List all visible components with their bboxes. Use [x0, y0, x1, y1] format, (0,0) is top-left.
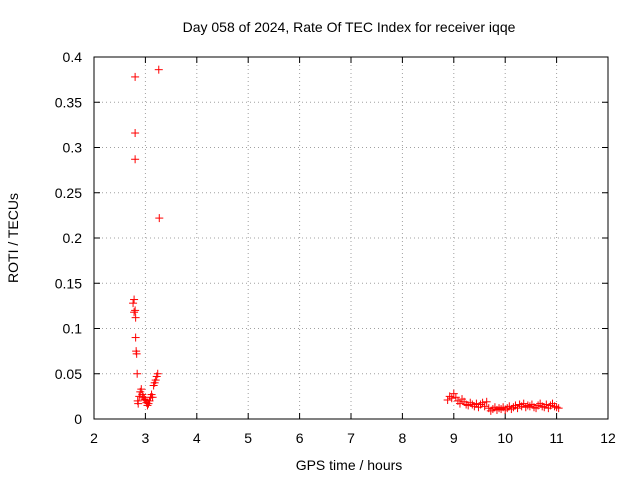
data-point: [140, 395, 149, 404]
data-point: [154, 65, 163, 74]
data-point: [478, 398, 487, 407]
data-point: [501, 405, 510, 414]
data-point: [492, 405, 501, 414]
data-point: [529, 403, 538, 412]
x-tick-label: 5: [244, 430, 252, 446]
data-point: [131, 306, 140, 315]
data-point: [542, 400, 551, 409]
x-tick-labels: 2 3 4 5 6 7 8 9 10 11 12: [90, 430, 616, 446]
x-tick-label: 10: [497, 430, 513, 446]
data-point: [482, 397, 491, 406]
data-point: [480, 402, 489, 411]
data-point: [134, 399, 143, 408]
data-point: [130, 295, 139, 304]
data-point: [133, 369, 142, 378]
data-point: [451, 393, 460, 402]
data-point: [132, 349, 141, 358]
data-point: [131, 129, 140, 138]
data-point: [552, 403, 561, 412]
y-tick-label: 0.4: [63, 49, 83, 65]
x-tick-label: 2: [90, 430, 98, 446]
data-point: [449, 389, 458, 398]
data-point: [550, 402, 559, 411]
data-point: [497, 405, 506, 414]
x-tick-label: 12: [600, 430, 616, 446]
data-point: [509, 403, 518, 412]
x-tick-label: 11: [549, 430, 564, 446]
data-point: [466, 398, 475, 407]
data-point: [519, 399, 528, 408]
data-point: [538, 402, 547, 411]
data-point: [130, 308, 139, 317]
axis-ticks: [93, 56, 609, 420]
grid-lines: [94, 57, 608, 419]
y-tick-label: 0: [74, 411, 82, 427]
data-point: [443, 395, 452, 404]
data-point: [495, 404, 504, 413]
data-point: [455, 399, 464, 408]
x-tick-label: 6: [296, 430, 304, 446]
data-point: [486, 406, 495, 415]
data-point: [148, 393, 157, 402]
x-tick-label: 9: [450, 430, 458, 446]
data-point: [513, 404, 522, 413]
data-point: [472, 399, 481, 408]
data-point: [151, 376, 160, 385]
y-tick-label: 0.05: [55, 366, 82, 382]
data-point: [521, 403, 530, 412]
y-axis-label: ROTI / TECUs: [5, 193, 21, 283]
data-point: [554, 404, 563, 413]
x-tick-label: 8: [399, 430, 407, 446]
data-points: [129, 65, 563, 415]
data-point: [131, 155, 140, 164]
data-point: [523, 401, 532, 410]
data-point: [137, 385, 146, 394]
data-point: [525, 402, 534, 411]
data-point: [534, 401, 543, 410]
y-tick-labels: 0 0.05 0.1 0.15 0.2 0.25 0.3 0.35 0.4: [55, 49, 82, 427]
data-point: [503, 404, 512, 413]
y-tick-label: 0.2: [63, 230, 83, 246]
y-tick-label: 0.25: [55, 185, 82, 201]
y-tick-label: 0.15: [55, 275, 82, 291]
data-point: [143, 401, 152, 410]
data-point: [445, 392, 454, 401]
data-point: [488, 405, 497, 414]
y-tick-label: 0.35: [55, 94, 82, 110]
data-point: [507, 405, 516, 414]
data-point: [131, 333, 140, 342]
y-tick-label: 0.1: [63, 321, 83, 337]
data-point: [155, 214, 164, 223]
y-tick-label: 0.3: [63, 140, 83, 156]
data-point: [129, 299, 138, 308]
data-point: [447, 394, 456, 403]
data-point: [476, 400, 485, 409]
x-tick-label: 4: [193, 430, 201, 446]
data-point: [131, 72, 140, 81]
data-point: [468, 400, 477, 409]
data-point: [131, 313, 140, 322]
chart-title: Day 058 of 2024, Rate Of TEC Index for r…: [183, 19, 516, 35]
x-tick-label: 3: [142, 430, 150, 446]
data-point: [515, 400, 524, 409]
x-tick-label: 7: [347, 430, 355, 446]
data-point: [546, 401, 555, 410]
data-point: [153, 369, 162, 378]
x-axis-label: GPS time / hours: [296, 457, 403, 473]
